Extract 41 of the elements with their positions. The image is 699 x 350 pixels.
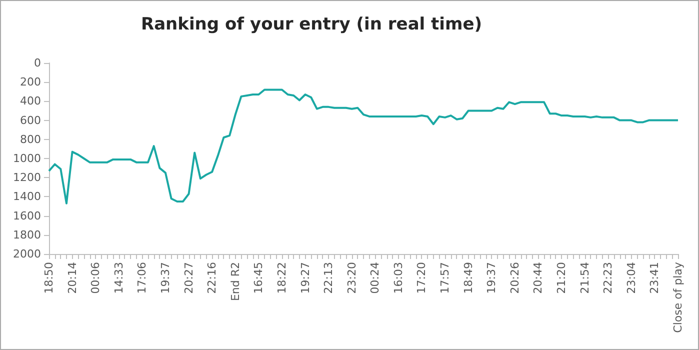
x-tick-label: 18:22 bbox=[275, 262, 288, 294]
y-tick-label: 800 bbox=[20, 132, 41, 146]
x-tick-label: 22:23 bbox=[602, 262, 615, 294]
x-tick-label: 22:13 bbox=[322, 262, 336, 294]
x-tick-label: End R2 bbox=[228, 262, 242, 302]
x-tick-label: 17:20 bbox=[415, 262, 428, 294]
x-tick-label: 23:41 bbox=[648, 262, 662, 294]
y-tick-label: 1800 bbox=[13, 228, 41, 242]
x-tick-label: 18:49 bbox=[462, 262, 475, 294]
x-tick-label: 19:37 bbox=[485, 262, 498, 294]
x-tick-label: 20:27 bbox=[182, 262, 196, 294]
x-tick-label: 17:06 bbox=[136, 262, 149, 294]
x-tick-label: 16:45 bbox=[252, 262, 266, 294]
x-tick-label: 19:27 bbox=[298, 262, 312, 294]
chart-title: Ranking of your entry (in real time) bbox=[141, 14, 482, 34]
x-tick-label: 20:26 bbox=[508, 262, 522, 294]
y-tick-label: 1000 bbox=[13, 152, 41, 165]
x-tick-label: 00:06 bbox=[89, 262, 102, 294]
x-tick-label: 18:50 bbox=[42, 262, 56, 294]
x-tick-label: 20:14 bbox=[66, 262, 79, 294]
x-tick-label: 21:20 bbox=[555, 262, 568, 294]
x-tick-label: 22:16 bbox=[206, 262, 219, 294]
x-tick-label: 17:57 bbox=[438, 262, 452, 294]
y-tick-label: 200 bbox=[20, 76, 41, 89]
y-tick-label: 1200 bbox=[13, 171, 41, 184]
x-tick-label: 23:04 bbox=[624, 262, 638, 294]
x-tick-label: 20:44 bbox=[532, 262, 545, 294]
y-tick-label: 1600 bbox=[13, 209, 41, 222]
y-tick-label: 1400 bbox=[13, 190, 41, 204]
x-tick-label: 16:03 bbox=[392, 262, 405, 294]
y-tick-label: 400 bbox=[20, 94, 41, 108]
x-tick-label: 14:33 bbox=[112, 262, 126, 294]
x-tick-label: 00:24 bbox=[368, 262, 382, 294]
y-tick-label: 600 bbox=[20, 114, 41, 127]
x-tick-label: 23:20 bbox=[345, 262, 358, 294]
x-tick-label: 21:54 bbox=[578, 262, 592, 294]
y-tick-label: 2000 bbox=[13, 248, 41, 260]
x-tick-label: 19:37 bbox=[158, 262, 172, 294]
y-tick-label: 0 bbox=[34, 56, 41, 70]
x-tick-label: Close of play bbox=[672, 262, 684, 333]
line-series bbox=[48, 88, 679, 204]
